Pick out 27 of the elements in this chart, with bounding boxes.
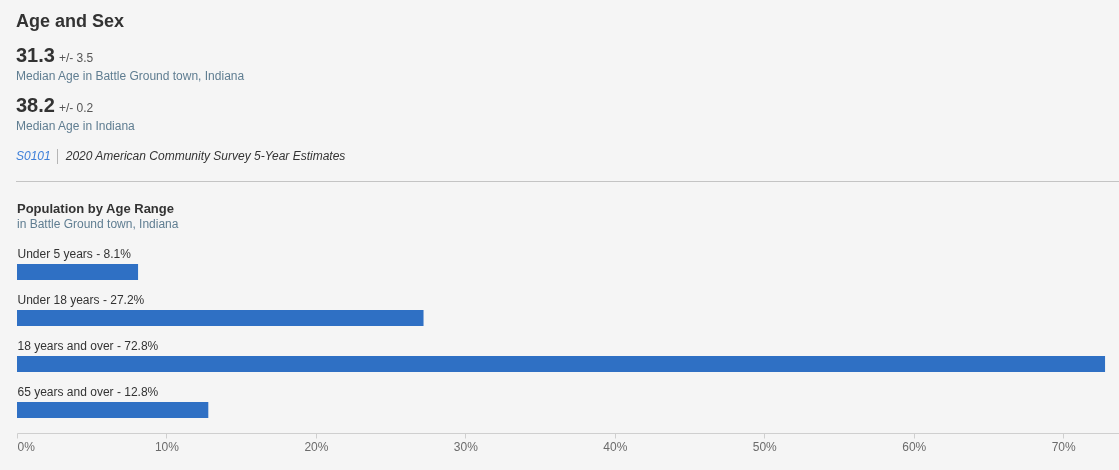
y-tick-label: Under 18 years - 27.2% — [17, 293, 145, 307]
x-tick-label: 70% — [1051, 439, 1077, 454]
text: 2020 American Community Survey 5-Year Estimates — [65, 149, 346, 164]
text: +/- 3.5 — [58, 50, 94, 65]
x-tick-label: 60% — [902, 439, 927, 454]
text: +/- 0.2 — [58, 100, 94, 115]
x-tick-label: 40% — [603, 439, 628, 454]
chart-title: Population by Age Range — [17, 200, 174, 216]
x-tick-label: 0% — [17, 439, 36, 454]
text: S0101 — [16, 149, 51, 164]
text: Age and Sex — [16, 11, 125, 31]
x-tick-label: 30% — [453, 439, 479, 454]
y-tick-label: 65 years and over - 12.8% — [17, 385, 159, 399]
text: Median Age in Indiana — [16, 118, 135, 133]
x-tick-label: 20% — [304, 439, 329, 454]
bar — [17, 402, 209, 418]
bar — [17, 356, 1106, 372]
x-tick-label: 50% — [752, 439, 778, 454]
text: 31.3 — [16, 43, 55, 66]
bar — [17, 264, 139, 280]
bar — [17, 310, 424, 326]
x-tick-label: 10% — [154, 439, 180, 454]
chart-subtitle: in Battle Ground town, Indiana — [17, 216, 179, 231]
text: 38.2 — [16, 93, 55, 116]
y-tick-label: Under 5 years - 8.1% — [17, 247, 132, 261]
y-tick-label: 18 years and over - 72.8% — [17, 339, 159, 353]
text: Median Age in Battle Ground town, Indiana — [16, 68, 245, 83]
